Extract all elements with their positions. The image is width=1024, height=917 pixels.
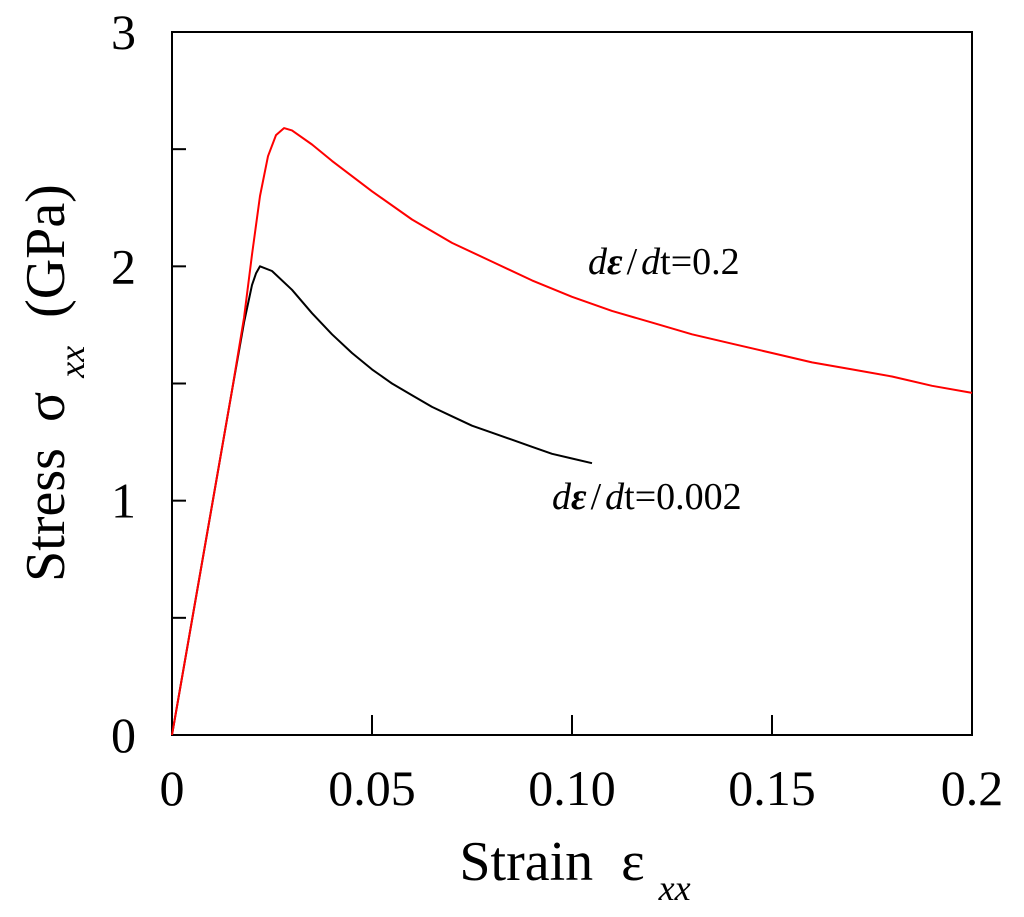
x-tick-label: 0.2 xyxy=(941,760,1004,816)
series-label-fast: dε / dt=0.2 xyxy=(588,241,740,283)
x-tick-label: 0.05 xyxy=(328,760,416,816)
series-line-0 xyxy=(171,265,593,736)
x-axis-label-text: Strain xyxy=(459,831,593,893)
y-tick-label: 3 xyxy=(111,4,136,60)
x-axis-symbol: ε xyxy=(621,831,645,893)
x-tick-label: 0.10 xyxy=(528,760,616,816)
plot-frame xyxy=(171,31,973,736)
tick-labels: 0 0.05 0.10 0.15 0.2 0 1 2 3 xyxy=(111,4,1003,816)
series-label-fast-rate: t=0.2 xyxy=(660,241,740,283)
x-tick-label: 0 xyxy=(160,760,185,816)
y-axis-symbol: σ xyxy=(15,392,77,422)
x-tick-label: 0.15 xyxy=(728,760,816,816)
x-axis-subscript: xx xyxy=(658,868,691,908)
series-label-fast-d2: d xyxy=(641,241,661,283)
y-axis-title: Stress σ xx (GPa) xyxy=(15,184,97,582)
series-label-slow-rate: t=0.002 xyxy=(624,476,742,518)
series-label-slow-slash: / xyxy=(591,476,602,518)
y-axis-subscript: xx xyxy=(52,346,92,379)
y-tick-label: 0 xyxy=(111,707,136,763)
series-label-slow-d1: d xyxy=(552,476,572,518)
x-axis-title: Strain ε xx xyxy=(459,831,690,908)
series-label-fast-d1: d xyxy=(588,241,608,283)
series-label-slow-eps: ε xyxy=(571,476,587,518)
series-label-fast-eps: ε xyxy=(607,241,623,283)
series-line-1 xyxy=(171,127,973,736)
series-label-slow: dε / dt=0.002 xyxy=(552,476,742,518)
y-tick-label: 1 xyxy=(111,473,136,529)
y-tick-label: 2 xyxy=(111,238,136,294)
series-lines xyxy=(171,127,973,736)
y-axis-unit: (GPa) xyxy=(15,184,77,318)
y-axis-label-text: Stress xyxy=(15,448,77,582)
series-label-fast-slash: / xyxy=(627,241,638,283)
series-label-slow-d2: d xyxy=(605,476,625,518)
axis-ticks xyxy=(171,31,973,736)
